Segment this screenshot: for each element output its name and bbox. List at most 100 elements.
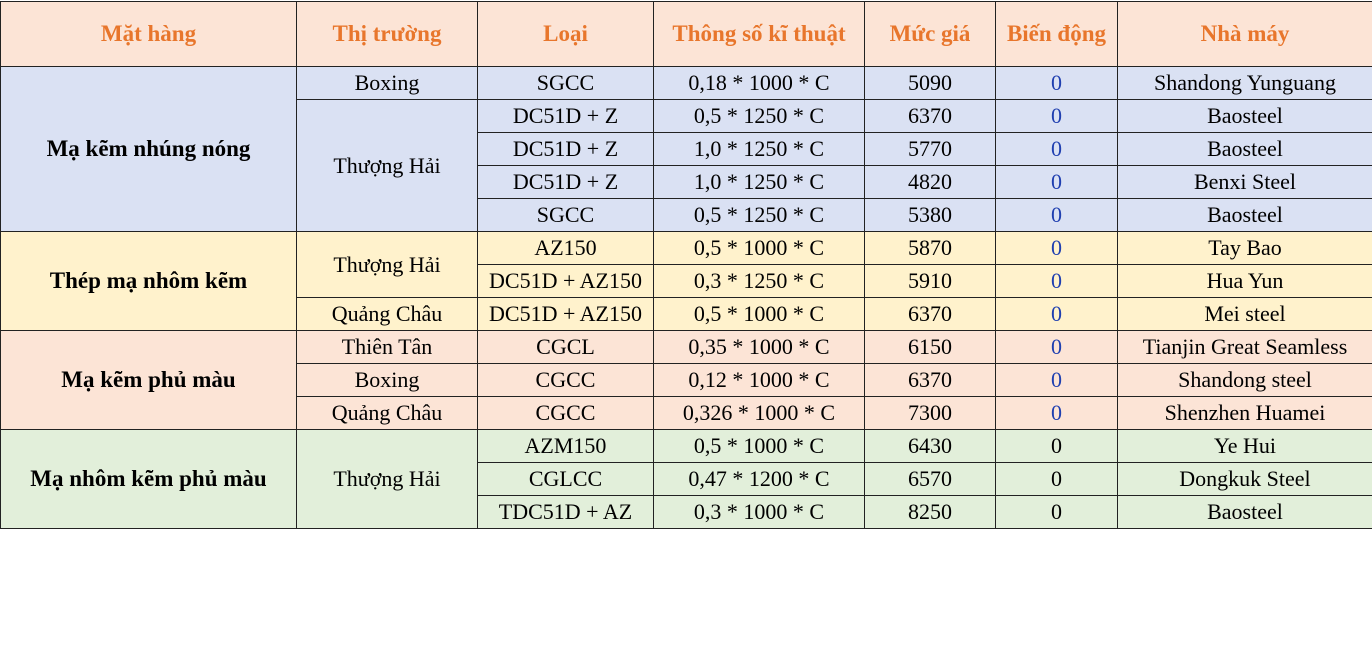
header-row: Mặt hàng Thị trường Loại Thông số kĩ thu… xyxy=(0,1,1372,67)
mill-cell: Ye Hui xyxy=(1117,429,1372,463)
header-mill: Nhà máy xyxy=(1117,1,1372,67)
price-cell: 6370 xyxy=(864,363,996,397)
price-cell: 8250 xyxy=(864,495,996,529)
market-cell: Thượng Hải xyxy=(296,429,478,529)
type-cell: CGCL xyxy=(477,330,654,364)
type-cell: AZ150 xyxy=(477,231,654,265)
mill-cell: Mei steel xyxy=(1117,297,1372,331)
price-cell: 7300 xyxy=(864,396,996,430)
price-cell: 6150 xyxy=(864,330,996,364)
type-cell: SGCC xyxy=(477,198,654,232)
spec-cell: 0,5 * 1250 * C xyxy=(653,99,865,133)
price-cell: 5380 xyxy=(864,198,996,232)
steel-price-table: Mặt hàng Thị trường Loại Thông số kĩ thu… xyxy=(0,1,1372,529)
product-group-label: Mạ nhôm kẽm phủ màu xyxy=(0,429,297,529)
spec-cell: 0,5 * 1000 * C xyxy=(653,297,865,331)
change-cell: 0 xyxy=(995,297,1118,331)
mill-cell: Baosteel xyxy=(1117,99,1372,133)
spec-cell: 0,3 * 1250 * C xyxy=(653,264,865,298)
header-market: Thị trường xyxy=(296,1,478,67)
change-cell: 0 xyxy=(995,429,1118,463)
product-group-label: Mạ kẽm nhúng nóng xyxy=(0,66,297,232)
header-product: Mặt hàng xyxy=(0,1,297,67)
market-cell: Thiên Tân xyxy=(296,330,478,364)
price-cell: 4820 xyxy=(864,165,996,199)
table-row: Thép mạ nhôm kẽm Thượng Hải AZ150 0,5 * … xyxy=(0,231,1372,331)
price-cell: 6570 xyxy=(864,462,996,496)
mill-cell: Shenzhen Huamei xyxy=(1117,396,1372,430)
market-cell: Boxing xyxy=(296,66,478,100)
type-cell: DC51D + Z xyxy=(477,99,654,133)
spec-cell: 1,0 * 1250 * C xyxy=(653,132,865,166)
change-cell: 0 xyxy=(995,396,1118,430)
price-cell: 5870 xyxy=(864,231,996,265)
mill-cell: Shandong steel xyxy=(1117,363,1372,397)
type-cell: CGLCC xyxy=(477,462,654,496)
change-cell: 0 xyxy=(995,462,1118,496)
mill-cell: Benxi Steel xyxy=(1117,165,1372,199)
table-row: DC51D + Z 1,0 * 1250 * C 4820 0 Benxi St… xyxy=(1,165,1372,199)
spec-cell: 1,0 * 1250 * C xyxy=(653,165,865,199)
market-cell: Quảng Châu xyxy=(296,297,478,331)
spec-cell: 0,5 * 1250 * C xyxy=(653,198,865,232)
product-group-label: Thép mạ nhôm kẽm xyxy=(0,231,297,331)
header-type: Loại xyxy=(477,1,654,67)
spec-cell: 0,12 * 1000 * C xyxy=(653,363,865,397)
change-cell: 0 xyxy=(995,363,1118,397)
change-cell: 0 xyxy=(995,330,1118,364)
type-cell: CGCC xyxy=(477,396,654,430)
mill-cell: Dongkuk Steel xyxy=(1117,462,1372,496)
table-row: Quảng Châu CGCC 0,326 * 1000 * C 7300 0 … xyxy=(1,396,1372,430)
table-row: SGCC 0,5 * 1250 * C 5380 0 Baosteel xyxy=(1,198,1372,232)
table-row: Boxing CGCC 0,12 * 1000 * C 6370 0 Shand… xyxy=(1,363,1372,397)
change-cell: 0 xyxy=(995,66,1118,100)
type-cell: TDC51D + AZ xyxy=(477,495,654,529)
market-cell: Quảng Châu xyxy=(296,396,478,430)
change-cell: 0 xyxy=(995,198,1118,232)
change-cell: 0 xyxy=(995,231,1118,265)
change-cell: 0 xyxy=(995,264,1118,298)
type-cell: SGCC xyxy=(477,66,654,100)
price-cell: 5910 xyxy=(864,264,996,298)
header-change: Biến động xyxy=(995,1,1118,67)
spec-cell: 0,5 * 1000 * C xyxy=(653,231,865,265)
type-cell: DC51D + Z xyxy=(477,132,654,166)
price-cell: 5090 xyxy=(864,66,996,100)
type-cell: DC51D + AZ150 xyxy=(477,264,654,298)
type-cell: DC51D + AZ150 xyxy=(477,297,654,331)
price-cell: 5770 xyxy=(864,132,996,166)
type-cell: CGCC xyxy=(477,363,654,397)
type-cell: DC51D + Z xyxy=(477,165,654,199)
table-row: Mạ nhôm kẽm phủ màu Thượng Hải AZM150 0,… xyxy=(0,429,1372,529)
mill-cell: Baosteel xyxy=(1117,198,1372,232)
mill-cell: Baosteel xyxy=(1117,495,1372,529)
mill-cell: Tay Bao xyxy=(1117,231,1372,265)
change-cell: 0 xyxy=(995,495,1118,529)
table-row: TDC51D + AZ 0,3 * 1000 * C 8250 0 Baoste… xyxy=(1,495,1372,529)
change-cell: 0 xyxy=(995,99,1118,133)
price-cell: 6370 xyxy=(864,99,996,133)
spec-cell: 0,47 * 1200 * C xyxy=(653,462,865,496)
market-cell: Thượng Hải xyxy=(296,99,478,232)
change-cell: 0 xyxy=(995,132,1118,166)
header-spec: Thông số kĩ thuật xyxy=(653,1,865,67)
mill-cell: Baosteel xyxy=(1117,132,1372,166)
spec-cell: 0,3 * 1000 * C xyxy=(653,495,865,529)
table-row: CGLCC 0,47 * 1200 * C 6570 0 Dongkuk Ste… xyxy=(1,462,1372,496)
spec-cell: 0,35 * 1000 * C xyxy=(653,330,865,364)
table-row: Thượng Hải DC51D + Z 0,5 * 1250 * C 6370… xyxy=(1,99,1372,232)
mill-cell: Shandong Yunguang xyxy=(1117,66,1372,100)
mill-cell: Hua Yun xyxy=(1117,264,1372,298)
table-row: Mạ kẽm nhúng nóng Boxing SGCC 0,18 * 100… xyxy=(0,66,1372,232)
table-row: Mạ kẽm phủ màu Thiên Tân CGCL 0,35 * 100… xyxy=(0,330,1372,430)
market-cell: Boxing xyxy=(296,363,478,397)
table-row: DC51D + Z 1,0 * 1250 * C 5770 0 Baosteel xyxy=(1,132,1372,166)
mill-cell: Tianjin Great Seamless xyxy=(1117,330,1372,364)
spec-cell: 0,18 * 1000 * C xyxy=(653,66,865,100)
price-cell: 6430 xyxy=(864,429,996,463)
type-cell: AZM150 xyxy=(477,429,654,463)
market-cell: Thượng Hải xyxy=(296,231,478,298)
spec-cell: 0,326 * 1000 * C xyxy=(653,396,865,430)
price-cell: 6370 xyxy=(864,297,996,331)
change-cell: 0 xyxy=(995,165,1118,199)
